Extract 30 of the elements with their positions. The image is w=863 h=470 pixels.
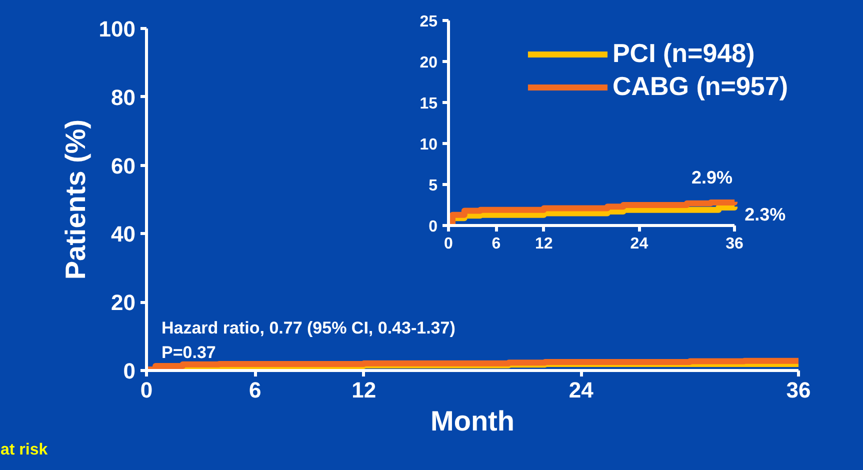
y-tick-label: 5 xyxy=(428,178,438,194)
y-tick-label: 20 xyxy=(111,290,136,316)
x-tick-label: 0 xyxy=(140,378,153,402)
y-tick-label: 100 xyxy=(98,16,136,42)
text: at risk xyxy=(0,442,48,458)
legend-label: PCI (n=948) xyxy=(612,38,755,69)
x-tick-label: 36 xyxy=(786,378,811,402)
y-tick-label: 40 xyxy=(111,222,136,247)
x-tick-label: 6 xyxy=(492,236,501,252)
y-tick-label: 80 xyxy=(111,84,136,110)
x-axis-title: Month xyxy=(430,406,514,436)
x-tick-label: 12 xyxy=(352,378,376,402)
y-tick-label: 15 xyxy=(420,96,438,112)
y-tick-label: 20 xyxy=(420,54,438,72)
y-tick-label: 10 xyxy=(420,136,438,154)
y-axis-title: Patients (%) xyxy=(60,119,91,280)
y-tick-label: 25 xyxy=(420,14,438,30)
x-tick-label: 36 xyxy=(726,236,744,252)
y-tick-label: 60 xyxy=(111,153,136,178)
annotation: 2.9% xyxy=(692,168,733,188)
x-tick-label: 0 xyxy=(444,236,454,252)
y-tick-label: 0 xyxy=(428,218,438,236)
x-tick-label: 24 xyxy=(630,236,648,252)
x-tick-label: 24 xyxy=(568,378,594,402)
legend-label: CABG (n=957) xyxy=(612,71,788,102)
x-tick-label: 12 xyxy=(534,236,553,252)
x-tick-label: 6 xyxy=(249,378,262,402)
annotation: Hazard ratio, 0.77 (95% CI, 0.43-1.37) P=0.37 xyxy=(162,318,456,362)
annotation: 2.3% xyxy=(744,204,786,225)
y-tick-label: 0 xyxy=(123,358,136,384)
